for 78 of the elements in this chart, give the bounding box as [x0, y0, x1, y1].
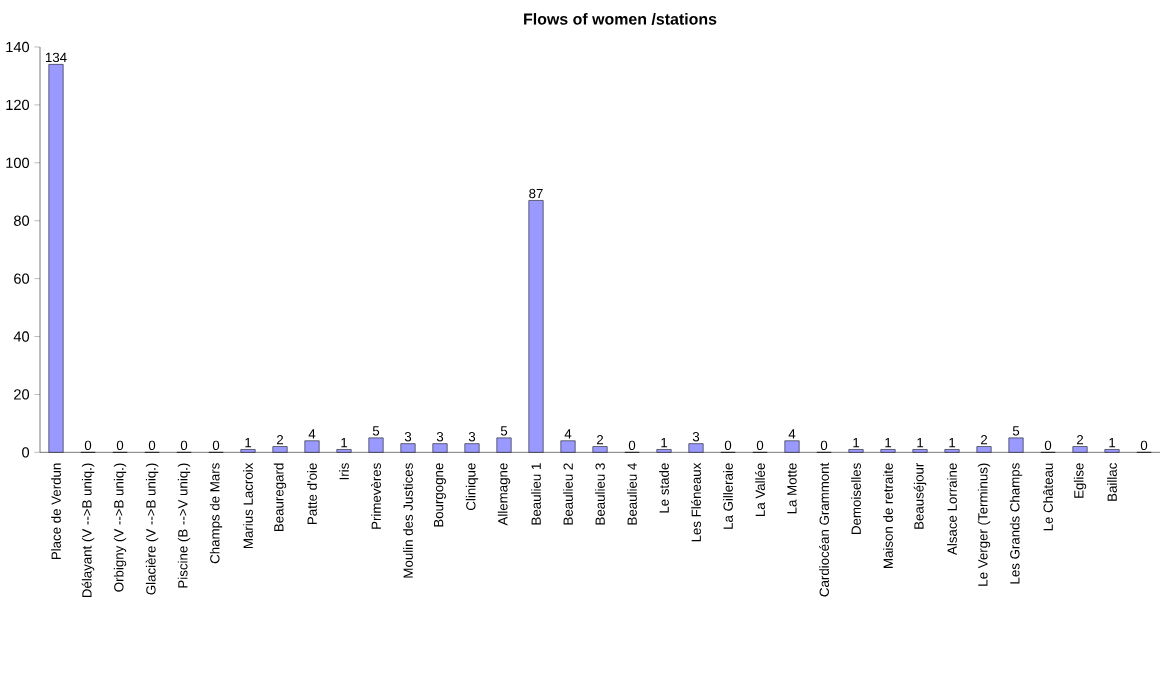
data-label: 5	[500, 426, 508, 436]
data-label: 1	[1109, 438, 1116, 448]
y-tick-label: 80	[14, 215, 30, 226]
data-label: 0	[1044, 440, 1052, 451]
y-tick-label: 120	[6, 99, 30, 111]
x-tick-label: Moulin des Justices	[403, 463, 413, 578]
data-label: 0	[84, 440, 92, 451]
x-tick-label: Le Château	[1043, 463, 1053, 531]
x-tick-label: Champs de Mars	[209, 463, 223, 564]
x-tick-label: Les Grands Champs	[1009, 463, 1023, 584]
data-label: 0	[116, 440, 124, 451]
x-tick-label: Beaulieu 1	[531, 463, 541, 525]
y-tick-label: 40	[13, 331, 30, 342]
data-label: 0	[180, 440, 188, 451]
y-tick-label: 100	[6, 157, 30, 168]
data-label: 3	[436, 431, 444, 442]
x-tick-label: Beauséjour	[913, 462, 927, 529]
x-tick-label: Baillac	[1107, 463, 1117, 501]
x-tick-label: Beaulieu 2	[563, 463, 573, 525]
x-tick-label: Allemagne	[497, 463, 511, 526]
data-label: 1	[661, 438, 668, 448]
x-tick-label: Beaulieu 3	[595, 463, 605, 525]
data-label: 5	[1012, 426, 1020, 436]
data-label: 0	[1140, 440, 1148, 451]
data-label: 3	[404, 431, 412, 442]
y-tick-label: 0	[22, 447, 30, 458]
x-tick-label: Cardiocéan Grammont	[819, 462, 829, 597]
data-label: 1	[949, 438, 956, 448]
data-label: 2	[596, 435, 604, 445]
y-tick-label: 140	[6, 41, 30, 53]
x-tick-label: Beaulieu 4	[627, 463, 637, 525]
data-label: 5	[372, 426, 380, 436]
x-tick-label: Alsace Lorraine	[947, 463, 957, 555]
x-tick-label: Piscine (B -->V uniq.)	[177, 463, 191, 588]
x-tick-label: Primevères	[371, 463, 381, 529]
x-tick-label: Les Fléneaux	[691, 462, 701, 542]
x-tick-label: La Motte	[787, 463, 797, 514]
y-tick-label: 60	[14, 273, 30, 284]
x-tick-label: Beauregard	[273, 463, 287, 532]
data-label: 1	[341, 438, 348, 448]
chart-title: Flows of women /stations	[524, 13, 717, 25]
data-label: 0	[212, 440, 220, 451]
x-tick-label: Marius Lacroix	[243, 462, 253, 548]
data-label: 2	[276, 435, 284, 445]
data-label: 1	[917, 438, 924, 448]
x-tick-label: Bourgogne	[434, 463, 446, 527]
data-label: 0	[756, 440, 764, 451]
x-tick-label: Iris	[339, 463, 349, 480]
x-tick-label: Eglise	[1073, 463, 1087, 498]
data-label: 2	[1076, 435, 1084, 445]
data-label: 0	[148, 440, 156, 451]
data-label: 0	[820, 440, 828, 451]
data-label: 4	[308, 429, 316, 439]
x-tick-label: Orbigny (V -->B uniq.)	[113, 463, 127, 592]
x-tick-label: Clinique	[465, 463, 479, 511]
data-label: 2	[980, 435, 988, 445]
x-tick-label: Glacière (V -->B uniq.)	[145, 463, 159, 595]
data-label: 1	[885, 438, 892, 448]
data-label: 3	[692, 431, 700, 442]
x-tick-label: Maison de retraite	[883, 463, 893, 568]
data-label: 0	[628, 440, 636, 451]
data-label: 3	[468, 431, 476, 442]
data-label: 134	[45, 52, 67, 63]
x-tick-label: Le Verger (Terminus)	[977, 463, 991, 586]
data-label: 4	[564, 429, 572, 439]
data-label: 0	[724, 440, 732, 451]
y-tick-label: 20	[14, 389, 30, 400]
data-label: 87	[529, 188, 543, 199]
x-tick-label: Patte d'oie	[307, 463, 317, 524]
data-label: 4	[788, 429, 796, 439]
x-tick-label: Place de Verdun	[51, 463, 61, 560]
x-tick-label: Le stade	[659, 463, 669, 513]
x-tick-label: La Gilleraie	[723, 463, 733, 529]
data-label: 1	[245, 438, 252, 448]
x-tick-label: Demoiselles	[851, 463, 861, 534]
x-tick-label: Délayant (V -->B uniq.)	[81, 463, 95, 598]
data-label: 1	[853, 438, 860, 448]
x-tick-label: La Vallée	[755, 463, 765, 517]
